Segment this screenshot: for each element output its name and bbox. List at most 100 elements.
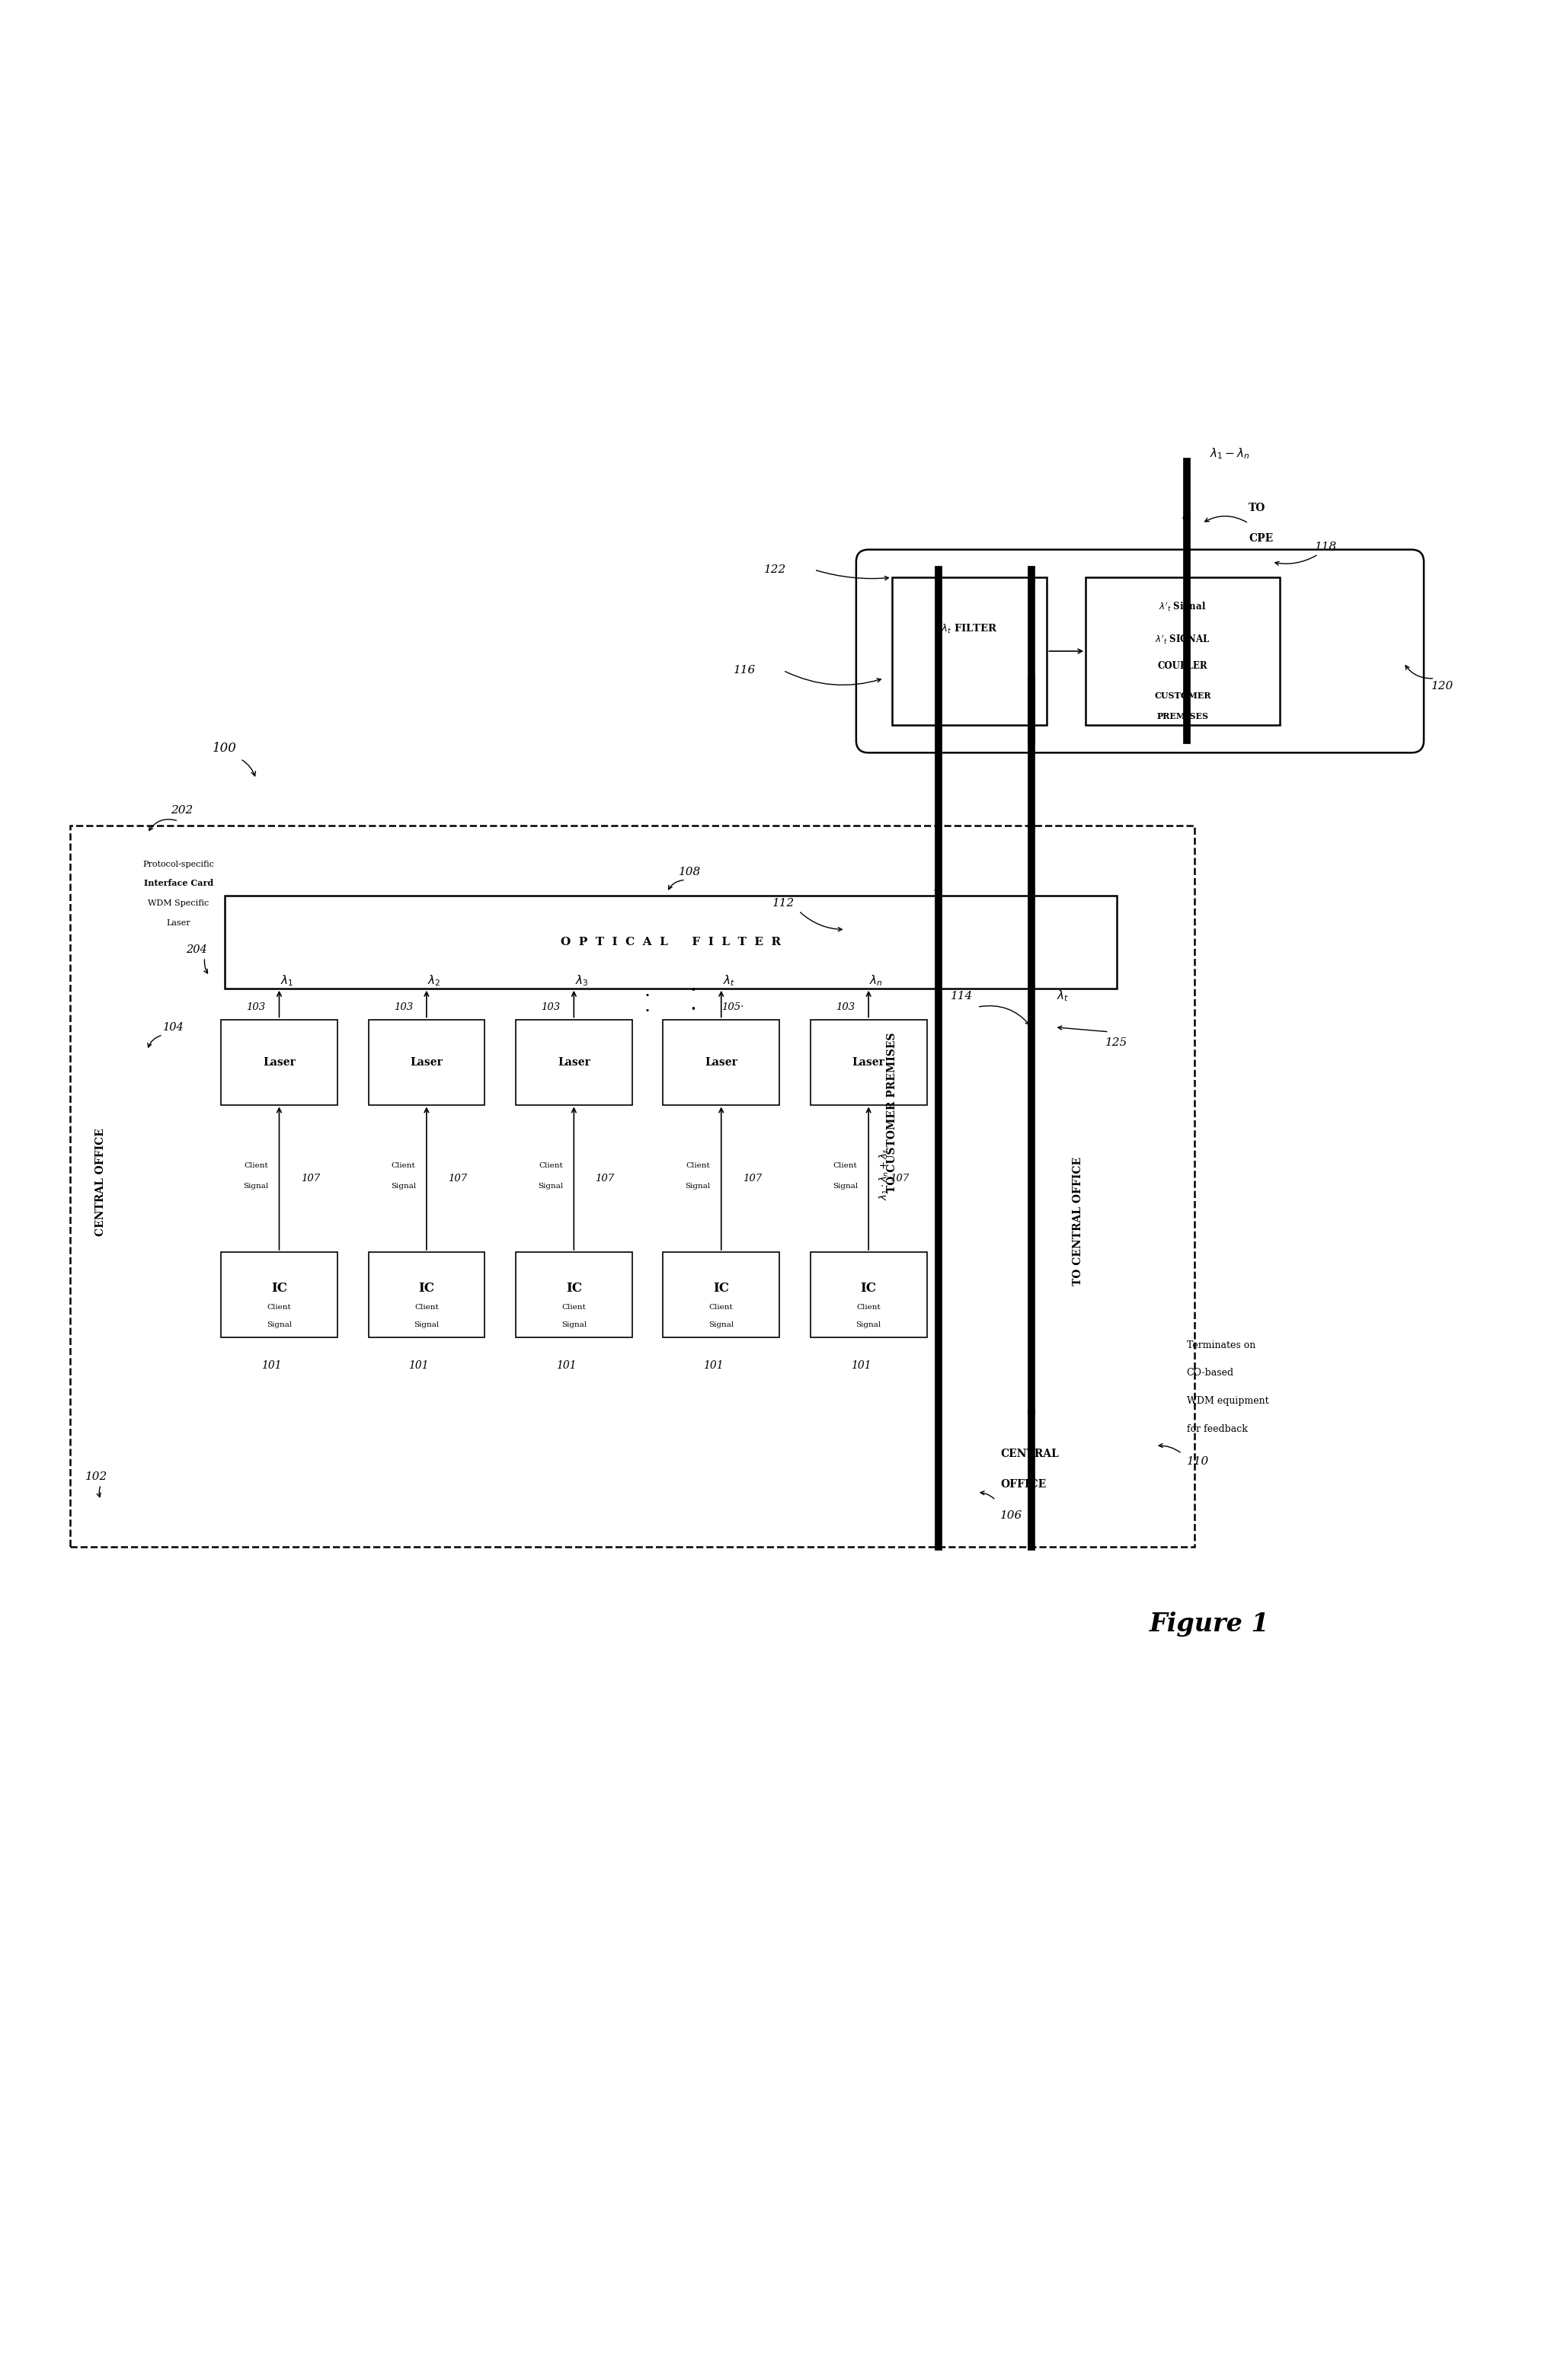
Text: Client: Client bbox=[686, 1161, 710, 1169]
Text: Client: Client bbox=[414, 1304, 439, 1311]
FancyBboxPatch shape bbox=[369, 1019, 484, 1104]
Text: .: . bbox=[690, 992, 696, 1014]
Text: Client: Client bbox=[709, 1304, 734, 1311]
Text: 118: 118 bbox=[1315, 540, 1337, 552]
Text: WDM equipment: WDM equipment bbox=[1187, 1397, 1269, 1407]
Text: TO: TO bbox=[1249, 502, 1266, 514]
Text: ·: · bbox=[645, 1002, 650, 1021]
Text: CUSTOMER: CUSTOMER bbox=[1154, 690, 1211, 700]
Text: 101: 101 bbox=[261, 1359, 282, 1371]
FancyBboxPatch shape bbox=[662, 1019, 779, 1104]
Text: 101: 101 bbox=[850, 1359, 872, 1371]
Text: 107: 107 bbox=[743, 1173, 762, 1183]
Text: Signal: Signal bbox=[709, 1321, 734, 1328]
Text: CENTRAL OFFICE: CENTRAL OFFICE bbox=[96, 1128, 105, 1235]
Text: 125: 125 bbox=[1106, 1038, 1128, 1047]
Text: Laser: Laser bbox=[704, 1057, 738, 1066]
FancyBboxPatch shape bbox=[810, 1019, 926, 1104]
Text: 102: 102 bbox=[85, 1471, 107, 1483]
Text: Signal: Signal bbox=[538, 1183, 563, 1190]
Text: TO CENTRAL OFFICE: TO CENTRAL OFFICE bbox=[1073, 1157, 1083, 1285]
Text: $\lambda_t$ FILTER: $\lambda_t$ FILTER bbox=[941, 624, 997, 635]
Text: O  P  T  I  C  A  L      F  I  L  T  E  R: O P T I C A L F I L T E R bbox=[560, 938, 782, 947]
Text: 103: 103 bbox=[836, 1002, 855, 1012]
Text: 116: 116 bbox=[734, 666, 755, 676]
Text: 108: 108 bbox=[679, 866, 701, 878]
Text: for feedback: for feedback bbox=[1187, 1423, 1247, 1433]
Text: 106: 106 bbox=[1000, 1511, 1022, 1521]
Text: Laser: Laser bbox=[851, 1057, 886, 1066]
Text: Laser: Laser bbox=[262, 1057, 296, 1066]
Text: 107: 107 bbox=[890, 1173, 909, 1183]
FancyBboxPatch shape bbox=[369, 1252, 484, 1338]
FancyBboxPatch shape bbox=[662, 1252, 779, 1338]
FancyBboxPatch shape bbox=[220, 1019, 337, 1104]
Text: $\lambda_2$: $\lambda_2$ bbox=[428, 973, 440, 988]
Text: 104: 104 bbox=[163, 1021, 185, 1033]
FancyBboxPatch shape bbox=[225, 895, 1117, 988]
Text: TO CUSTOMER PREMISES: TO CUSTOMER PREMISES bbox=[887, 1033, 896, 1192]
Text: .: . bbox=[690, 976, 696, 995]
Text: $\lambda_n$: $\lambda_n$ bbox=[870, 973, 883, 988]
Text: 107: 107 bbox=[448, 1173, 467, 1183]
Text: $\lambda_t$: $\lambda_t$ bbox=[723, 973, 735, 988]
Text: IC: IC bbox=[713, 1283, 729, 1295]
Text: 202: 202 bbox=[171, 804, 192, 816]
FancyBboxPatch shape bbox=[515, 1019, 633, 1104]
Text: 105·: 105· bbox=[721, 1002, 743, 1012]
Text: $\lambda_t$: $\lambda_t$ bbox=[1056, 990, 1069, 1004]
Text: Signal: Signal bbox=[267, 1321, 292, 1328]
Text: Interface Card: Interface Card bbox=[144, 878, 212, 888]
Text: Client: Client bbox=[833, 1161, 858, 1169]
Text: IC: IC bbox=[861, 1283, 876, 1295]
Text: CENTRAL: CENTRAL bbox=[1000, 1449, 1059, 1459]
FancyBboxPatch shape bbox=[892, 578, 1047, 726]
Text: 122: 122 bbox=[765, 564, 786, 576]
Text: 204: 204 bbox=[186, 945, 208, 954]
Text: $\lambda_1 - \lambda_n$: $\lambda_1 - \lambda_n$ bbox=[1210, 447, 1250, 462]
Text: $\lambda'_t$ SIGNAL: $\lambda'_t$ SIGNAL bbox=[1155, 633, 1210, 645]
Text: OFFICE: OFFICE bbox=[1000, 1480, 1047, 1490]
Text: Signal: Signal bbox=[391, 1183, 416, 1190]
Text: $\lambda_3$: $\lambda_3$ bbox=[575, 973, 588, 988]
Text: 103: 103 bbox=[247, 1002, 265, 1012]
Text: $\lambda_1 \cdot \lambda_n + \lambda_t$: $\lambda_1 \cdot \lambda_n + \lambda_t$ bbox=[878, 1150, 890, 1200]
Text: Client: Client bbox=[244, 1161, 268, 1169]
FancyBboxPatch shape bbox=[515, 1252, 633, 1338]
Text: $\lambda_1$: $\lambda_1$ bbox=[281, 973, 293, 988]
Text: Signal: Signal bbox=[856, 1321, 881, 1328]
FancyBboxPatch shape bbox=[220, 1252, 337, 1338]
Text: 110: 110 bbox=[1187, 1457, 1208, 1466]
Text: PREMISES: PREMISES bbox=[1157, 712, 1208, 721]
Text: 120: 120 bbox=[1432, 681, 1453, 690]
Text: 101: 101 bbox=[408, 1359, 430, 1371]
FancyBboxPatch shape bbox=[1086, 578, 1280, 726]
Text: IC: IC bbox=[271, 1283, 287, 1295]
Text: 103: 103 bbox=[394, 1002, 413, 1012]
Text: ·: · bbox=[645, 988, 650, 1004]
Text: IC: IC bbox=[419, 1283, 434, 1295]
Text: COUPLER: COUPLER bbox=[1157, 662, 1208, 671]
Text: Protocol-specific: Protocol-specific bbox=[143, 862, 214, 869]
Text: 107: 107 bbox=[596, 1173, 614, 1183]
Text: 101: 101 bbox=[555, 1359, 577, 1371]
Text: Signal: Signal bbox=[561, 1321, 586, 1328]
FancyBboxPatch shape bbox=[810, 1252, 926, 1338]
Text: 101: 101 bbox=[703, 1359, 724, 1371]
Text: CPE: CPE bbox=[1249, 533, 1273, 545]
FancyBboxPatch shape bbox=[70, 826, 1194, 1547]
Text: Figure 1: Figure 1 bbox=[1149, 1611, 1270, 1637]
Text: 114: 114 bbox=[951, 990, 972, 1002]
FancyBboxPatch shape bbox=[856, 550, 1424, 752]
Text: Signal: Signal bbox=[244, 1183, 268, 1190]
Text: Signal: Signal bbox=[833, 1183, 858, 1190]
Text: 103: 103 bbox=[541, 1002, 560, 1012]
Text: Client: Client bbox=[561, 1304, 586, 1311]
Text: 112: 112 bbox=[772, 897, 794, 909]
Text: Laser: Laser bbox=[557, 1057, 591, 1066]
Text: Client: Client bbox=[391, 1161, 416, 1169]
Text: Client: Client bbox=[538, 1161, 563, 1169]
Text: IC: IC bbox=[566, 1283, 582, 1295]
Text: Signal: Signal bbox=[414, 1321, 439, 1328]
Text: Signal: Signal bbox=[686, 1183, 710, 1190]
